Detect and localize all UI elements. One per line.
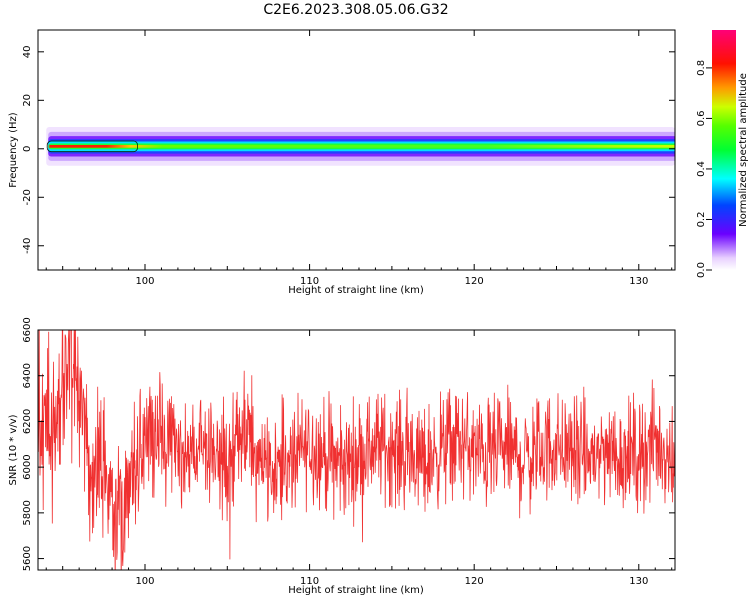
- spectrogram-band-core: [49, 145, 675, 148]
- spectrogram-y-ticks: -40 -20 0 20 40: [22, 45, 675, 254]
- spectrogram-band: [46, 126, 675, 166]
- snr-y-ticks: 5600 5800 6000 6200 6400 6600: [22, 317, 675, 571]
- snr-x-ticks: 100 110 120 130: [45, 330, 673, 587]
- snr-x-tick-label: 120: [465, 576, 484, 587]
- colorbar-gradient: [712, 30, 736, 270]
- snr-x-tick-label: 130: [629, 576, 648, 587]
- colorbar: 0.0 0.2 0.4 0.6 0.8 Normalized spectral ampl…: [696, 30, 749, 278]
- snr-panel: 100 110 120 130 5600 5800 6000 6200 6400 6600 He…: [8, 317, 676, 596]
- spectrogram-y-tick-label: 40: [22, 45, 33, 58]
- spectrogram-x-tick-label: 110: [300, 276, 319, 287]
- snr-frame: [37, 329, 676, 571]
- snr-y-tick-label: 6200: [22, 409, 33, 434]
- figure-title: C2E6.2023.308.05.06.G32: [263, 2, 448, 18]
- spectrogram-y-label: Frequency (Hz): [8, 112, 19, 188]
- colorbar-tick-label: 0.8: [696, 60, 707, 76]
- spectrogram-x-tick-label: 120: [465, 276, 484, 287]
- spectrogram-frame: [37, 29, 676, 271]
- colorbar-tick-label: 0.6: [696, 110, 707, 126]
- snr-x-tick-label: 110: [300, 576, 319, 587]
- spectrogram-panel: 100 110 120 130 -40 -20 0 20 40 Height of strai…: [8, 29, 676, 296]
- snr-y-tick-label: 6000: [22, 454, 33, 479]
- snr-y-tick-label: 5800: [22, 500, 33, 525]
- colorbar-label: Normalized spectral amplitude: [738, 73, 749, 227]
- spectrogram-x-tick-label: 100: [135, 276, 154, 287]
- snr-x-tick-label: 100: [135, 576, 154, 587]
- spectrogram-y-tick-label: -40: [22, 238, 33, 254]
- colorbar-ticks: 0.0 0.2 0.4 0.6 0.8: [696, 60, 712, 278]
- spectrogram-y-tick-label: 20: [22, 94, 33, 107]
- snr-y-tick-label: 5600: [22, 546, 33, 571]
- spectrogram-y-tick-label: 0: [22, 146, 33, 152]
- spectrogram-x-label: Height of straight line (km): [288, 285, 424, 296]
- colorbar-tick-label: 0.4: [696, 161, 707, 177]
- snr-y-tick-label: 6600: [22, 317, 33, 342]
- colorbar-tick-label: 0.2: [696, 212, 707, 228]
- colorbar-tick-label: 0.0: [696, 262, 707, 278]
- spectrogram-x-ticks: 100 110 120 130: [45, 30, 673, 287]
- snr-x-label: Height of straight line (km): [288, 585, 424, 596]
- spectrogram-x-tick-label: 130: [629, 276, 648, 287]
- spectrogram-band-contour: [46, 140, 138, 153]
- snr-y-tick-label: 6400: [22, 363, 33, 388]
- snr-series-line: [38, 330, 675, 570]
- snr-y-label: SNR (10 * v/v): [8, 414, 19, 485]
- spectrogram-y-tick-label: -20: [22, 189, 33, 205]
